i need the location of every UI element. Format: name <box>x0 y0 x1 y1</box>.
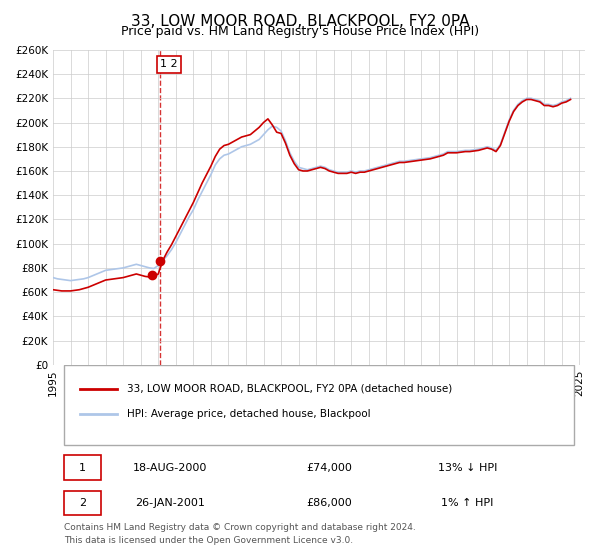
Text: 26-JAN-2001: 26-JAN-2001 <box>135 498 205 508</box>
Text: 1 2: 1 2 <box>160 59 178 69</box>
Text: Contains HM Land Registry data © Crown copyright and database right 2024.: Contains HM Land Registry data © Crown c… <box>64 524 415 533</box>
Text: 13% ↓ HPI: 13% ↓ HPI <box>438 463 497 473</box>
FancyBboxPatch shape <box>64 455 101 480</box>
Text: 2: 2 <box>79 498 86 508</box>
Text: £86,000: £86,000 <box>307 498 352 508</box>
Text: 33, LOW MOOR ROAD, BLACKPOOL, FY2 0PA (detached house): 33, LOW MOOR ROAD, BLACKPOOL, FY2 0PA (d… <box>127 384 452 394</box>
Text: 1: 1 <box>79 463 86 473</box>
Text: £74,000: £74,000 <box>307 463 352 473</box>
Text: HPI: Average price, detached house, Blackpool: HPI: Average price, detached house, Blac… <box>127 409 371 419</box>
Text: Price paid vs. HM Land Registry's House Price Index (HPI): Price paid vs. HM Land Registry's House … <box>121 25 479 38</box>
Text: 33, LOW MOOR ROAD, BLACKPOOL, FY2 0PA: 33, LOW MOOR ROAD, BLACKPOOL, FY2 0PA <box>131 14 469 29</box>
FancyBboxPatch shape <box>64 365 574 445</box>
Text: 18-AUG-2000: 18-AUG-2000 <box>133 463 207 473</box>
Text: 1% ↑ HPI: 1% ↑ HPI <box>442 498 494 508</box>
FancyBboxPatch shape <box>64 491 101 515</box>
Text: This data is licensed under the Open Government Licence v3.0.: This data is licensed under the Open Gov… <box>64 536 353 545</box>
